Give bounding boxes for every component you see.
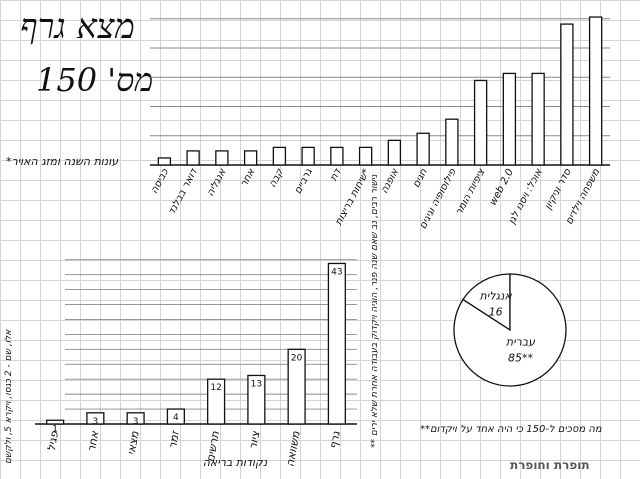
bar xyxy=(186,150,200,166)
tick-label: דת xyxy=(328,166,344,183)
tick-label: ציפיות הומר xyxy=(454,166,488,217)
bar xyxy=(473,79,488,166)
bar xyxy=(588,16,603,166)
bar xyxy=(166,408,185,425)
top-chart-note: *עונות השנה ומזג האויר xyxy=(6,155,119,168)
tick-label: אחר xyxy=(85,430,102,453)
tick-label: גרף xyxy=(327,430,343,450)
bar xyxy=(207,378,226,425)
data-label: 43 xyxy=(331,267,342,277)
tick-label: פגיל xyxy=(45,429,61,452)
pie-slice xyxy=(453,273,567,387)
tick-label: אנגליה xyxy=(205,167,229,198)
bar xyxy=(327,262,346,425)
tick-label: משוואה xyxy=(284,430,303,468)
bottom-bar-chart: 43 גרף 20 משוואה 13 ציור 12 תרשים 4 זמר 3 מצאי 3 אחר 1… xyxy=(35,259,357,469)
x-axis-label: נקודות בריאה xyxy=(203,456,268,469)
data-label: 13 xyxy=(251,379,262,389)
slice-label: עברית xyxy=(506,335,536,348)
tick-label: חגים xyxy=(411,167,430,190)
data-label: 3 xyxy=(133,417,139,427)
bar xyxy=(445,118,459,166)
tick-label: זמר xyxy=(166,429,182,450)
bar xyxy=(416,132,430,166)
bar xyxy=(157,157,172,166)
brand-logo: תופרת וחופרת xyxy=(510,458,590,472)
left-side-note: אלו, שם - 2 כגסו, ויקרא 5, ולקשם xyxy=(4,329,14,464)
tick-label: קבה xyxy=(267,166,286,189)
tick-label: מצאי xyxy=(125,430,142,456)
tick-label: אופנה xyxy=(379,167,401,196)
data-label: 85** xyxy=(508,351,533,364)
bar xyxy=(215,150,229,166)
slice-label: אנגלית xyxy=(480,290,513,303)
bar xyxy=(330,146,344,166)
bar xyxy=(502,72,517,166)
bar xyxy=(247,374,266,425)
bar xyxy=(560,23,574,166)
bar xyxy=(287,348,306,425)
page-title: מצא גרף xyxy=(20,7,135,47)
tick-label: כביסה xyxy=(149,167,171,196)
bar xyxy=(126,412,145,425)
pie-chart: עברית 85** אנגלית 16 xyxy=(453,273,567,387)
bar xyxy=(243,150,258,166)
data-label: 16 xyxy=(489,306,503,319)
tick-label: סדר וניקיון xyxy=(543,167,574,212)
bar xyxy=(301,146,315,166)
bar xyxy=(272,146,287,166)
pie-slice xyxy=(462,273,511,332)
pie-footnote: **מה מסכים ל-150 כי היה אחד על ויקדום xyxy=(420,424,602,435)
bar xyxy=(358,146,373,166)
tick-label: ציור xyxy=(246,430,262,451)
bar xyxy=(86,412,105,425)
tick-label: אחר xyxy=(239,167,258,189)
data-label: 12 xyxy=(210,383,221,393)
tick-label: דואר בבלנד xyxy=(166,166,200,217)
data-label: 20 xyxy=(291,353,303,363)
bar xyxy=(387,139,402,166)
bar xyxy=(46,419,65,425)
tick-label: גרביים xyxy=(293,167,315,196)
data-label: 4 xyxy=(173,413,179,423)
tick-label: תרשים xyxy=(204,430,222,463)
data-label: 1 xyxy=(52,424,58,434)
page-subtitle: מס' 150 xyxy=(36,61,154,99)
bar xyxy=(531,72,545,166)
data-label: 3 xyxy=(93,417,99,427)
tick-label: web 2.0 xyxy=(488,167,516,207)
